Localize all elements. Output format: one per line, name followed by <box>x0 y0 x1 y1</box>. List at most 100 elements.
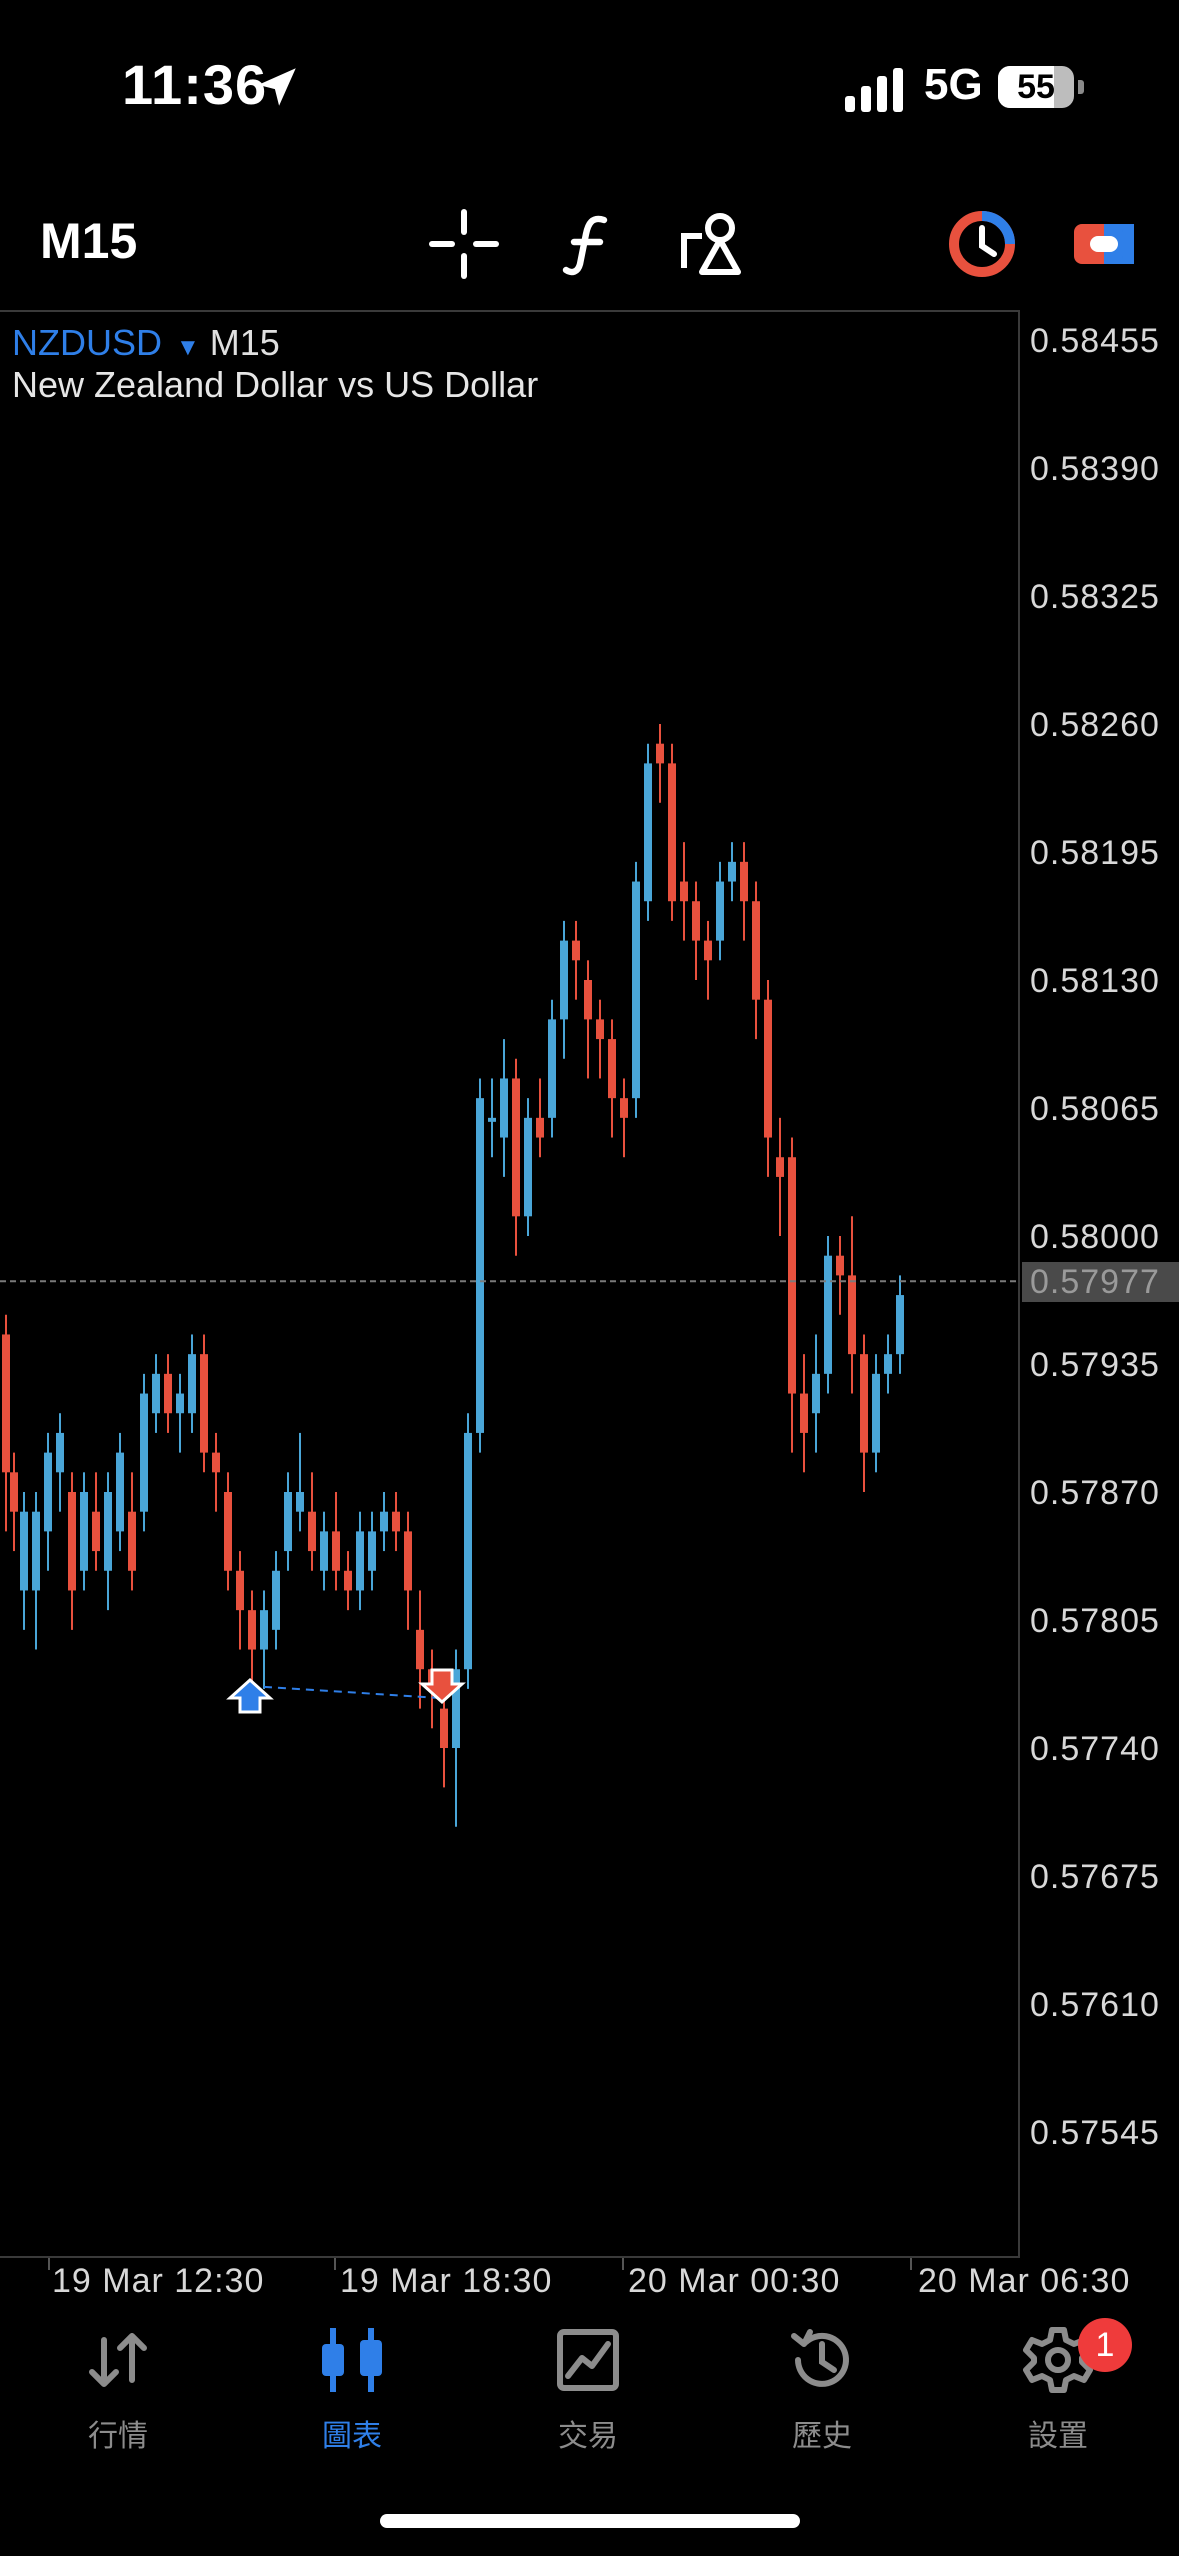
candle-body <box>344 1570 352 1591</box>
candle-body <box>680 881 688 902</box>
candle-body <box>560 940 568 1020</box>
candle-body <box>728 861 736 882</box>
candle-body <box>272 1570 280 1630</box>
sell-arrow-icon[interactable] <box>418 1668 466 1705</box>
candle-body <box>788 1157 796 1394</box>
symbol-description: New Zealand Dollar vs US Dollar <box>12 364 539 405</box>
symbol-dropdown-icon[interactable]: ▼ <box>176 334 200 361</box>
candle-body <box>716 881 724 941</box>
candle-body <box>692 901 700 941</box>
candle-body <box>476 1098 484 1433</box>
time-label: 20 Mar 00:30 <box>628 2262 841 2300</box>
candle-body <box>10 1472 18 1512</box>
indicators-icon[interactable] <box>552 208 624 280</box>
candle-body <box>512 1078 520 1217</box>
price-label: 0.58260 <box>1030 706 1160 744</box>
price-label: 0.58195 <box>1030 834 1160 872</box>
nav-label: 交易 <box>558 2420 618 2453</box>
nav-label: 設置 <box>1028 2420 1088 2453</box>
candle-body <box>296 1492 304 1512</box>
candle-body <box>848 1275 856 1355</box>
candle-body <box>200 1354 208 1453</box>
candle-body <box>452 1669 460 1748</box>
time-label: 20 Mar 06:30 <box>918 2262 1131 2300</box>
candle-body <box>188 1354 196 1414</box>
battery-icon: 55 <box>998 66 1074 108</box>
candle-body <box>536 1117 544 1138</box>
price-label: 0.58130 <box>1030 962 1160 1000</box>
trade-link-line <box>249 1685 441 1699</box>
candle-body <box>20 1511 28 1591</box>
candle-body <box>800 1393 808 1433</box>
time-label: 19 Mar 18:30 <box>340 2262 553 2300</box>
candle-body <box>44 1452 52 1532</box>
candle-body <box>224 1492 232 1571</box>
chart-symbol-header[interactable]: NZDUSD ▼ M15 <box>12 322 280 364</box>
candle-body <box>896 1295 904 1355</box>
candle-body <box>68 1492 76 1591</box>
price-label: 0.58390 <box>1030 450 1160 488</box>
nav-history[interactable]: 歷史 <box>742 2324 902 2455</box>
signal-icon <box>845 68 903 112</box>
candle-body <box>416 1629 424 1670</box>
candle-body <box>608 1039 616 1099</box>
candle-body <box>248 1610 256 1650</box>
candle-body <box>632 881 640 1099</box>
nav-chart[interactable]: 圖表 <box>272 2324 432 2455</box>
trade-toggle-icon[interactable] <box>1068 208 1140 280</box>
home-indicator <box>380 2514 800 2528</box>
symbol-timeframe: M15 <box>209 322 280 363</box>
timeframe-button[interactable]: M15 <box>40 213 138 269</box>
candle-body <box>332 1531 340 1571</box>
candlestick-chart[interactable] <box>0 310 1020 2258</box>
quotes-icon <box>89 2333 147 2387</box>
candle-body <box>824 1255 832 1374</box>
location-arrow-icon <box>258 68 296 106</box>
candle-body <box>92 1511 100 1552</box>
buy-arrow-icon[interactable] <box>226 1677 274 1714</box>
price-label: 0.57805 <box>1030 1602 1160 1640</box>
price-label: 0.57870 <box>1030 1474 1160 1512</box>
candle-body <box>260 1610 268 1650</box>
candle-body <box>56 1432 64 1473</box>
candle-body <box>392 1511 400 1532</box>
objects-icon[interactable] <box>676 208 748 280</box>
settings-badge: 1 <box>1078 2318 1132 2372</box>
candle-body <box>176 1393 184 1414</box>
candle-body <box>872 1373 880 1453</box>
status-time: 11:36 <box>122 53 268 116</box>
price-label: 0.58065 <box>1030 1090 1160 1128</box>
candle-body <box>404 1531 412 1591</box>
candle-body <box>236 1570 244 1611</box>
price-label: 0.58455 <box>1030 322 1160 360</box>
candle-body <box>380 1511 388 1532</box>
nav-trade[interactable]: 交易 <box>508 2324 668 2455</box>
candle-body <box>644 763 652 902</box>
candle-body <box>320 1531 328 1571</box>
symbol-name[interactable]: NZDUSD <box>12 322 162 363</box>
crosshair-icon[interactable] <box>428 208 500 280</box>
candle-body <box>668 763 676 902</box>
candle-body <box>500 1078 508 1138</box>
candle-body <box>308 1511 316 1552</box>
candle-body <box>104 1492 112 1571</box>
candle-body <box>164 1373 172 1414</box>
nav-quotes[interactable]: 行情 <box>38 2324 198 2455</box>
trade-icon <box>557 2329 619 2391</box>
candle-body <box>524 1117 532 1217</box>
timeframe-clock-icon[interactable] <box>946 208 1018 280</box>
chart-area[interactable] <box>0 310 1020 2258</box>
candle-body <box>752 901 760 1000</box>
candle-body <box>284 1492 292 1552</box>
candle-body <box>2 1334 10 1473</box>
nav-settings[interactable]: 設置 <box>978 2324 1138 2455</box>
candle-body <box>440 1708 448 1748</box>
network-type: 5G <box>924 60 983 109</box>
candle-body <box>704 940 712 961</box>
history-icon <box>791 2329 849 2387</box>
price-label: 0.57740 <box>1030 1730 1160 1768</box>
candle-body <box>80 1492 88 1571</box>
price-label: 0.58325 <box>1030 578 1160 616</box>
candle-body <box>572 940 580 961</box>
candle-body <box>620 1098 628 1118</box>
